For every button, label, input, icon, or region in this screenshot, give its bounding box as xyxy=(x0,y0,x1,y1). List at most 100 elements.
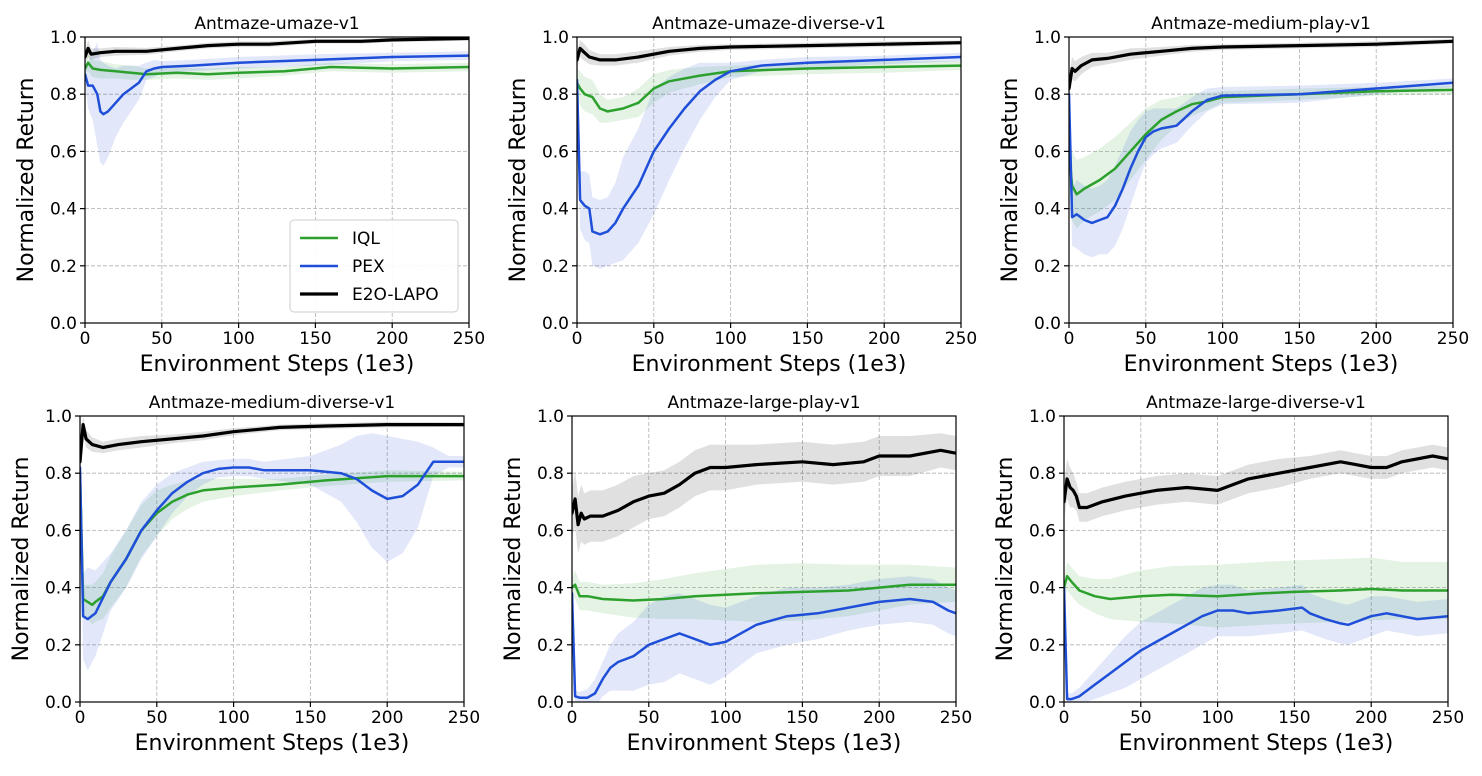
y-tick-label: 0.8 xyxy=(50,85,77,105)
x-tick-label: 50 xyxy=(151,329,173,349)
plot-area xyxy=(572,433,956,702)
chart-title: Antmaze-large-diverse-v1 xyxy=(1146,393,1366,413)
plot-area xyxy=(577,39,961,269)
y-tick-label: 0.0 xyxy=(50,314,77,334)
panel-1: 0 50 100 150 200 250 0.0 0.2 0.4 0.6 0.8 1.0 Antmaze… xyxy=(506,14,977,377)
y-tick-label: 0.8 xyxy=(537,464,564,484)
y-tick-label: 0.0 xyxy=(45,693,72,713)
x-axis-label: Environment Steps (1e3) xyxy=(135,731,410,756)
axes-frame xyxy=(571,415,957,703)
y-tick-label: 0.4 xyxy=(45,579,72,599)
band-pex xyxy=(1069,78,1453,258)
band-pex xyxy=(1064,579,1448,702)
x-tick-label: 100 xyxy=(1201,708,1233,728)
line-iql xyxy=(85,61,469,76)
y-tick-label: 1.0 xyxy=(45,407,72,427)
y-tick-label: 0.4 xyxy=(1034,200,1061,220)
x-tick-label: 50 xyxy=(1135,329,1157,349)
band-iql xyxy=(577,61,961,123)
x-axis-label: Environment Steps (1e3) xyxy=(1119,731,1394,756)
x-tick-label: 150 xyxy=(786,708,818,728)
y-tick-label: 0.8 xyxy=(1034,85,1061,105)
band-pex xyxy=(577,52,961,269)
plot-area xyxy=(85,37,469,166)
x-axis-label: Environment Steps (1e3) xyxy=(1124,352,1399,377)
x-tick-label: 150 xyxy=(299,329,331,349)
line-e2o-lapo xyxy=(85,37,469,59)
line-iql xyxy=(572,583,956,602)
y-tick-label: 1.0 xyxy=(1029,407,1056,427)
y-tick-label: 0.8 xyxy=(1029,464,1056,484)
y-tick-label: 0.0 xyxy=(1029,693,1056,713)
x-tick-label: 0 xyxy=(75,708,86,728)
axes-frame xyxy=(1063,415,1449,703)
axes-frame xyxy=(576,36,962,324)
chart-title: Antmaze-large-play-v1 xyxy=(667,393,860,413)
y-tick-label: 0.0 xyxy=(537,693,564,713)
x-tick-label: 250 xyxy=(453,329,485,349)
y-tick-label: 0.6 xyxy=(537,521,564,541)
x-tick-label: 250 xyxy=(448,708,480,728)
x-tick-label: 200 xyxy=(1360,329,1392,349)
y-tick-label: 0.6 xyxy=(542,142,569,162)
y-tick-label: 0.4 xyxy=(542,200,569,220)
panel-5: 0 50 100 150 200 250 0.0 0.2 0.4 0.6 0.8 1.0 Antmaze… xyxy=(993,393,1464,756)
line-e2o-lapo xyxy=(80,423,464,464)
line-pex xyxy=(572,592,956,699)
y-tick-label: 0.6 xyxy=(45,521,72,541)
panel-2: 0 50 100 150 200 250 0.0 0.2 0.4 0.6 0.8 1.0 Antmaze… xyxy=(998,14,1469,377)
line-pex xyxy=(80,460,464,621)
line-e2o-lapo xyxy=(1064,454,1448,510)
x-tick-label: 100 xyxy=(222,329,254,349)
y-tick-label: 0.6 xyxy=(1029,521,1056,541)
x-tick-label: 250 xyxy=(1437,329,1469,349)
y-axis-label: Normalized Return xyxy=(506,78,531,283)
x-tick-label: 50 xyxy=(146,708,168,728)
y-axis-label: Normalized Return xyxy=(14,78,39,283)
chart-title: Antmaze-umaze-v1 xyxy=(194,14,359,34)
x-tick-label: 150 xyxy=(1283,329,1315,349)
x-tick-label: 200 xyxy=(863,708,895,728)
line-pex xyxy=(85,54,469,116)
y-tick-label: 0.4 xyxy=(537,579,564,599)
plot-area xyxy=(1069,39,1453,258)
legend-label-pex: PEX xyxy=(352,257,385,277)
x-tick-label: 0 xyxy=(1059,708,1070,728)
band-iql xyxy=(1069,85,1453,229)
y-tick-label: 0.2 xyxy=(542,257,569,277)
x-tick-label: 150 xyxy=(294,708,326,728)
legend-label-iql: IQL xyxy=(352,229,380,249)
panel-3: 0 50 100 150 200 250 0.0 0.2 0.4 0.6 0.8 1.0 Antmaze… xyxy=(9,393,480,756)
x-tick-label: 250 xyxy=(945,329,977,349)
x-tick-label: 0 xyxy=(80,329,91,349)
line-iql xyxy=(1064,574,1448,601)
x-tick-label: 50 xyxy=(638,708,660,728)
x-tick-label: 50 xyxy=(643,329,665,349)
panel-4: 0 50 100 150 200 250 0.0 0.2 0.4 0.6 0.8 1.0 Antmaze… xyxy=(501,393,972,756)
x-tick-label: 100 xyxy=(217,708,249,728)
y-tick-label: 1.0 xyxy=(50,28,77,48)
band-pex xyxy=(80,433,464,671)
y-tick-label: 0.0 xyxy=(542,314,569,334)
x-axis-label: Environment Steps (1e3) xyxy=(627,731,902,756)
y-tick-label: 0.2 xyxy=(537,636,564,656)
x-tick-label: 100 xyxy=(1206,329,1238,349)
y-axis-label: Normalized Return xyxy=(9,457,34,662)
line-iql xyxy=(577,64,961,113)
legend-box xyxy=(289,219,459,313)
axes-frame xyxy=(79,415,465,703)
legend: IQL PEX E2O-LAPO xyxy=(289,219,459,313)
line-pex xyxy=(1064,586,1448,701)
x-tick-label: 200 xyxy=(376,329,408,349)
line-pex xyxy=(1069,81,1453,225)
x-tick-label: 200 xyxy=(371,708,403,728)
x-tick-label: 150 xyxy=(791,329,823,349)
y-tick-label: 0.2 xyxy=(1034,257,1061,277)
x-tick-label: 250 xyxy=(940,708,972,728)
y-tick-label: 0.2 xyxy=(1029,636,1056,656)
band-pex xyxy=(85,42,469,166)
x-tick-label: 200 xyxy=(1355,708,1387,728)
x-tick-label: 50 xyxy=(1130,708,1152,728)
x-axis-label: Environment Steps (1e3) xyxy=(632,352,907,377)
